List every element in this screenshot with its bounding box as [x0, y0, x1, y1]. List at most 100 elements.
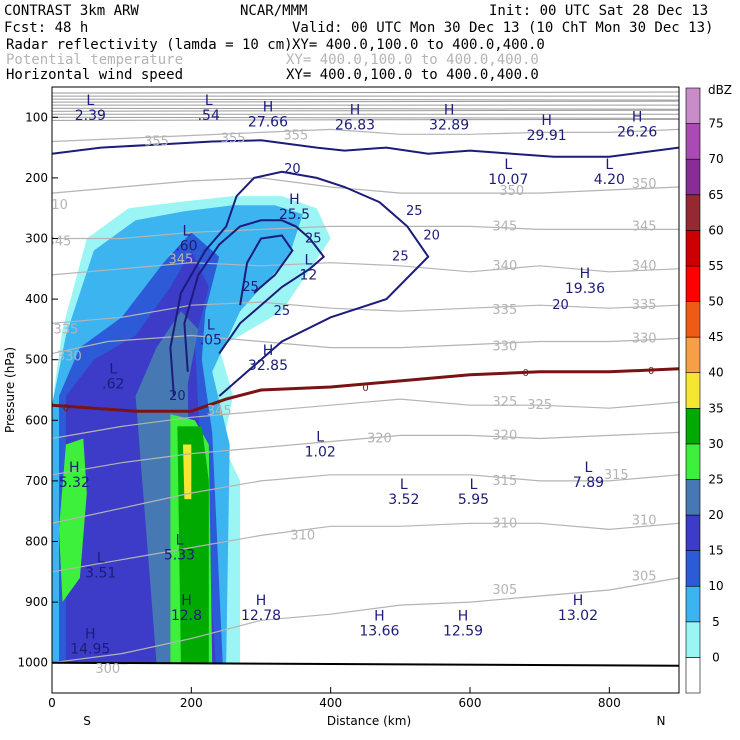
low-marker: L4.20	[594, 157, 625, 188]
high-marker: H29.91	[527, 113, 567, 144]
marker-letter: H	[580, 266, 591, 282]
marker-letter: H	[263, 343, 274, 359]
zero-isotherm-label: 0	[63, 403, 69, 414]
zero-isotherm-label: 0	[362, 383, 368, 394]
marker-value: 19.36	[565, 281, 605, 297]
theta-label: 355	[221, 132, 246, 147]
theta-contour-335	[52, 301, 679, 324]
low-marker: L3.52	[388, 477, 419, 508]
high-marker: H12.78	[241, 593, 281, 624]
marker-letter: L	[400, 477, 408, 493]
theta-label: 330	[492, 339, 517, 354]
marker-value: 27.66	[248, 114, 288, 130]
marker-value: 1.02	[305, 445, 336, 461]
marker-letter: H	[181, 593, 192, 609]
marker-letter: L	[207, 317, 215, 333]
theta-label: 320	[492, 428, 517, 443]
high-marker: H13.02	[558, 593, 598, 624]
low-marker: L.62	[102, 362, 124, 393]
marker-value: 10.07	[488, 172, 528, 188]
colorbar-label: 0	[712, 650, 720, 664]
colorbar-label: 15	[708, 544, 723, 558]
marker-letter: L	[605, 157, 613, 173]
colorbar-label: 55	[708, 259, 723, 273]
marker-value: 5.32	[59, 475, 90, 491]
marker-letter: L	[585, 460, 593, 476]
theta-label: 345	[168, 253, 193, 268]
x-end-label-south: S	[83, 714, 91, 728]
theta-label: 325	[492, 395, 517, 410]
colorbar-label: 20	[708, 508, 723, 522]
theta-label: 345	[492, 219, 517, 234]
wind-contour-20	[52, 139, 679, 158]
marker-value: .54	[198, 108, 220, 124]
theta-label: 300	[95, 662, 120, 677]
marker-letter: L	[176, 533, 184, 549]
high-marker: H32.89	[429, 102, 469, 133]
marker-letter: L	[470, 477, 478, 493]
field-xy-wind: XY= 400.0,100.0 to 400.0,400.0	[286, 67, 539, 83]
marker-letter: H	[632, 110, 643, 126]
upper-contour-line	[52, 91, 679, 94]
zero-isotherm: 0 0 0 0	[52, 366, 679, 414]
theta-contour-315	[52, 474, 679, 524]
marker-value: 7.89	[573, 475, 604, 491]
marker-value: 26.83	[335, 117, 375, 133]
theta-label: 320	[367, 431, 392, 446]
wind-speed-label: 25	[242, 280, 259, 295]
high-marker: H25.5	[279, 192, 310, 223]
colorbar-box	[685, 550, 701, 587]
colorbar-label: 35	[708, 401, 723, 415]
colorbar-box	[685, 657, 701, 694]
colorbar-box	[685, 158, 701, 196]
high-marker: H26.26	[617, 110, 657, 141]
marker-letter: H	[350, 102, 361, 118]
colorbar-box	[685, 514, 701, 551]
colorbar-box	[685, 301, 701, 338]
theta-label: 345	[632, 219, 657, 234]
marker-letter: H	[458, 608, 469, 624]
colorbar-label: 60	[708, 223, 723, 237]
marker-letter: H	[444, 102, 455, 118]
wind-contour-20	[169, 170, 430, 397]
y-tick-label: 1000	[17, 656, 48, 670]
field-xy-theta: XY= 400.0,100.0 to 400.0,400.0	[286, 52, 539, 68]
colorbar-label: 45	[708, 330, 723, 344]
colorbar-unit: dBZ	[708, 83, 732, 97]
wind-speed-label: 25	[392, 250, 409, 265]
theta-contour-320	[52, 431, 679, 476]
wind-speed-contours	[52, 139, 679, 397]
theta-contour-305	[52, 577, 679, 664]
marker-value: 3.52	[388, 492, 419, 508]
upper-contour-line	[52, 100, 679, 103]
y-tick-label: 500	[25, 353, 48, 367]
colorbar-label: 30	[708, 437, 723, 451]
theta-label: 345	[47, 235, 72, 250]
low-marker: L1.02	[305, 430, 336, 461]
colorbar-label: 70	[708, 152, 723, 166]
high-marker: H5.32	[59, 460, 90, 491]
upper-contour-line	[52, 118, 679, 121]
ground-surface-line	[52, 661, 679, 667]
field-name-wind: Horizontal wind speed	[6, 67, 183, 83]
x-tick-label: 600	[459, 696, 482, 710]
reflectivity-shading	[52, 196, 331, 663]
header-valid-time: Valid: 00 UTC Mon 30 Dec 13 (10 ChT Mon …	[292, 20, 713, 36]
colorbar-box	[685, 336, 701, 374]
marker-value: 14.95	[70, 641, 110, 657]
wind-speed-label: 20	[423, 228, 440, 243]
low-marker: L2.39	[75, 93, 106, 124]
theta-label: 315	[492, 474, 517, 489]
marker-value: 13.66	[359, 623, 399, 639]
zero-isotherm-label: 0	[648, 366, 654, 377]
wind-contour-25	[183, 219, 326, 372]
header-model-name: CONTRAST 3km ARW	[4, 3, 139, 19]
field-name-theta: Potential temperature	[6, 52, 183, 68]
colorbar-box	[685, 194, 701, 231]
marker-letter: H	[263, 99, 274, 115]
wind-speed-label: 20	[284, 162, 301, 177]
theta-contour-325	[52, 398, 679, 440]
theta-labels: 310 345 335 330 350 345 340 335 330 325 320 315 310 3…	[47, 128, 657, 677]
upper-contour-band	[52, 91, 679, 121]
